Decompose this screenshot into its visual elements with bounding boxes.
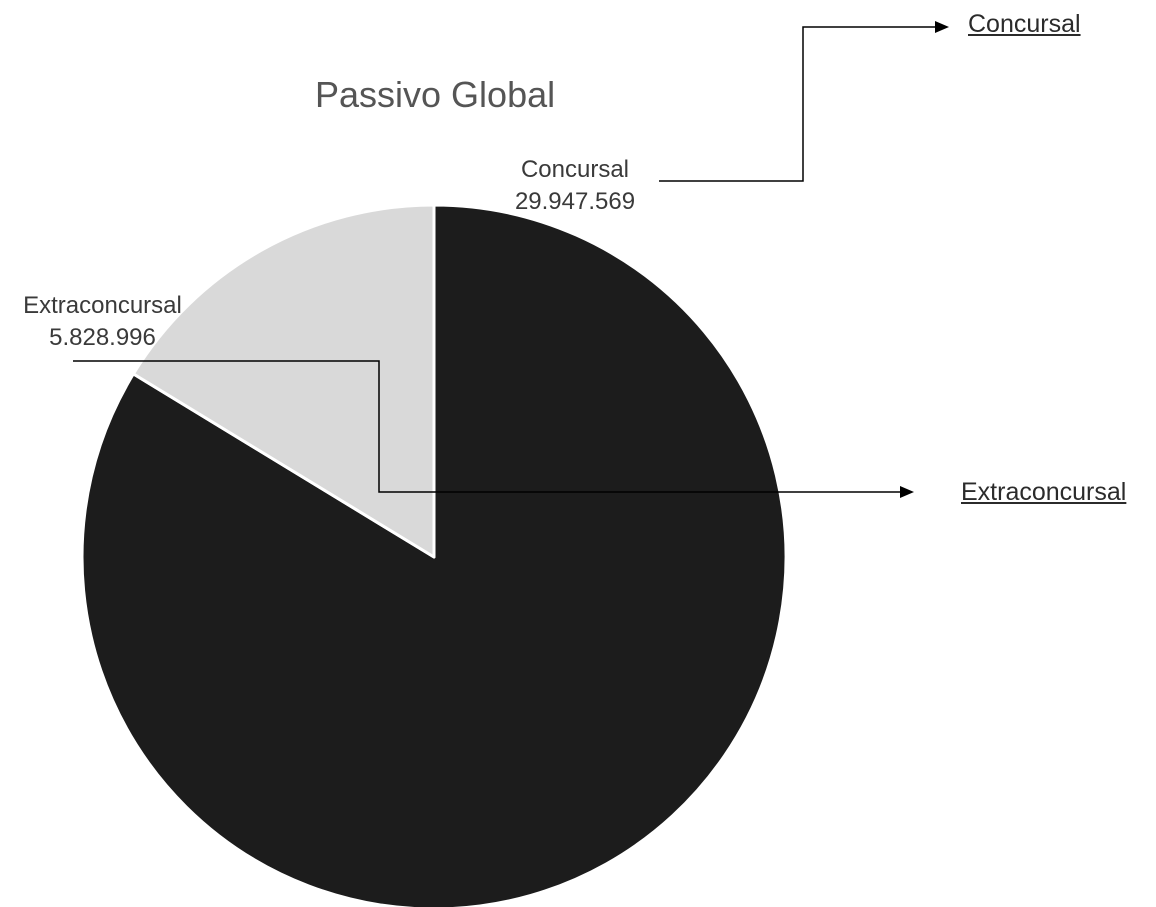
pie-slice-concursal bbox=[80, 203, 788, 907]
extraconcursal-link[interactable]: Extraconcursal bbox=[961, 478, 1127, 506]
slice-label-name: Extraconcursal bbox=[23, 292, 182, 319]
chart-title: Passivo Global bbox=[315, 74, 556, 115]
concursal-arrowhead bbox=[935, 21, 949, 33]
slice-label-extraconcursal: Extraconcursal 5.828.996 bbox=[10, 290, 195, 354]
slice-label-name: Concursal bbox=[520, 156, 630, 183]
connector-lines bbox=[73, 21, 949, 498]
slice-label-concursal: Concursal 29.947.569 bbox=[505, 154, 645, 218]
extraconcursal-arrowhead bbox=[900, 486, 914, 498]
slice-label-value: 29.947.569 bbox=[514, 188, 636, 215]
slice-label-value: 5.828.996 bbox=[49, 324, 156, 351]
extraconcursal-connector bbox=[73, 360, 900, 493]
concursal-connector bbox=[659, 26, 935, 182]
concursal-link[interactable]: Concursal bbox=[968, 10, 1081, 38]
pie-slices bbox=[80, 203, 788, 907]
pie-slice-extraconcursal bbox=[131, 203, 436, 559]
